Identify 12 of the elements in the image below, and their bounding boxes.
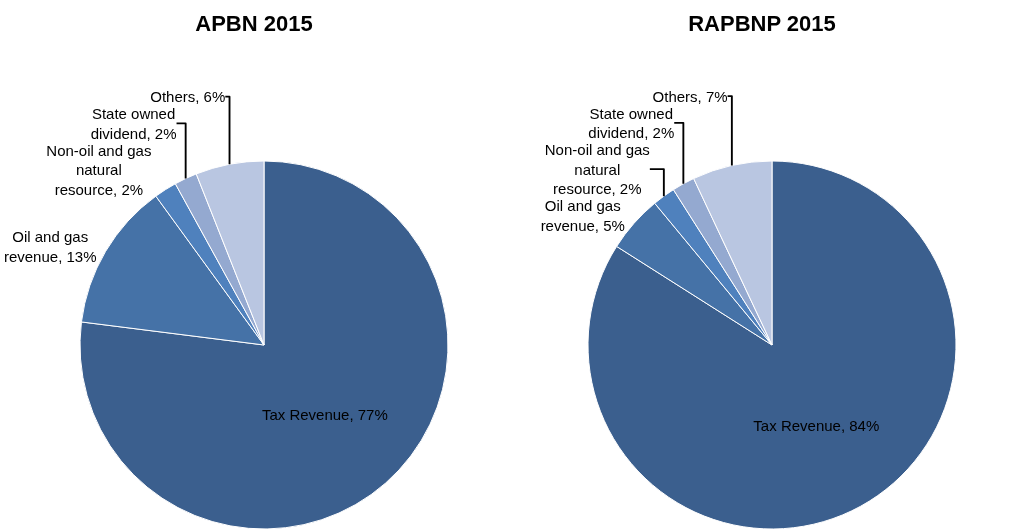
slice-label: Non-oil and gas natural resource, 2% [544,141,650,198]
chart-title: APBN 2015 [195,11,313,37]
slice-label: Tax Revenue, 77% [261,405,388,423]
slice-label: Non-oil and gas natural resource, 2% [46,141,152,198]
slice-label: Oil and gas revenue, 13% [3,228,97,265]
slice-label: Others, 7% [652,87,728,105]
chart-title: RAPBNP 2015 [688,11,836,37]
slice-label: State owned dividend, 2% [90,105,177,142]
slice-label: State owned dividend, 2% [588,104,675,142]
slice-label: Tax Revenue, 84% [753,417,880,435]
slice-label: Others, 6% [150,88,226,106]
slice-label: Oil and gas revenue, 5% [540,197,625,234]
